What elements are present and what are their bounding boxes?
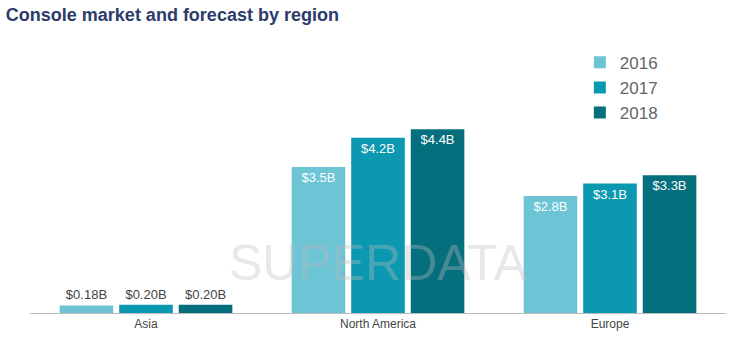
svg-text:$4.4B: $4.4B <box>421 132 455 147</box>
svg-text:SUPERDATA: SUPERDATA <box>229 235 528 291</box>
svg-text:North America: North America <box>340 317 416 331</box>
svg-text:Europe: Europe <box>591 317 630 331</box>
svg-text:$0.20B: $0.20B <box>185 287 226 302</box>
svg-text:2017: 2017 <box>620 79 658 98</box>
svg-text:$0.18B: $0.18B <box>66 287 107 302</box>
svg-text:2016: 2016 <box>620 54 658 73</box>
svg-text:$4.2B: $4.2B <box>361 141 395 156</box>
svg-text:$0.20B: $0.20B <box>125 287 166 302</box>
svg-text:$2.8B: $2.8B <box>533 199 567 214</box>
svg-text:$3.3B: $3.3B <box>653 178 687 193</box>
svg-text:Asia: Asia <box>134 317 158 331</box>
svg-text:$3.5B: $3.5B <box>301 170 335 185</box>
svg-text:$3.1B: $3.1B <box>593 187 627 202</box>
svg-text:Console market and forecast by: Console market and forecast by region <box>6 5 339 25</box>
svg-text:2018: 2018 <box>620 104 658 123</box>
